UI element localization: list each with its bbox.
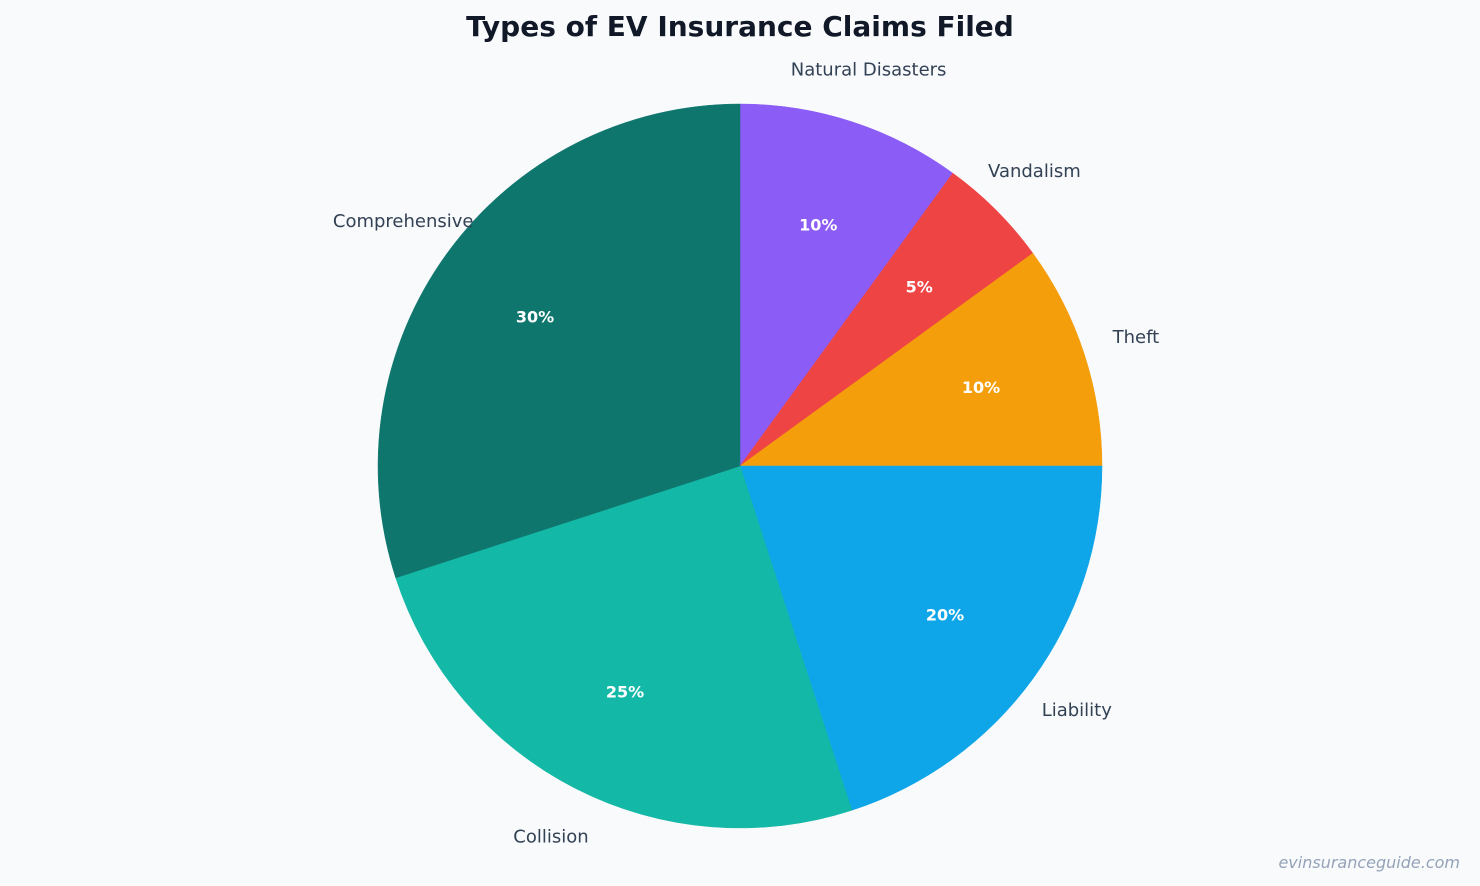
chart-title: Types of EV Insurance Claims Filed — [466, 10, 1014, 43]
category-label-natural-disasters: Natural Disasters — [791, 60, 947, 81]
pie-slices — [377, 103, 1103, 829]
watermark: evinsuranceguide.com — [1278, 853, 1460, 872]
category-label-comprehensive: Comprehensive — [333, 211, 474, 232]
percent-label-natural-disasters: 10% — [799, 216, 837, 235]
percent-label-liability: 20% — [926, 605, 964, 624]
category-label-liability: Liability — [1042, 700, 1113, 721]
slice-collision — [395, 465, 853, 829]
slice-natural-disasters — [739, 103, 954, 467]
slice-liability — [739, 465, 1103, 811]
category-label-theft: Theft — [1112, 327, 1160, 348]
percent-label-comprehensive: 30% — [516, 308, 554, 327]
category-labels: Natural Disasters Vandalism Theft Liability… — [333, 60, 1159, 848]
slice-theft — [739, 252, 1103, 467]
category-label-collision: Collision — [513, 826, 588, 847]
percent-labels: 10% 5% 10% 20% 25% 30% — [516, 216, 1000, 702]
percent-label-theft: 10% — [962, 378, 1000, 397]
slice-comprehensive — [377, 103, 741, 579]
category-label-vandalism: Vandalism — [988, 161, 1081, 182]
percent-label-collision: 25% — [606, 682, 644, 701]
percent-label-vandalism: 5% — [906, 277, 933, 296]
